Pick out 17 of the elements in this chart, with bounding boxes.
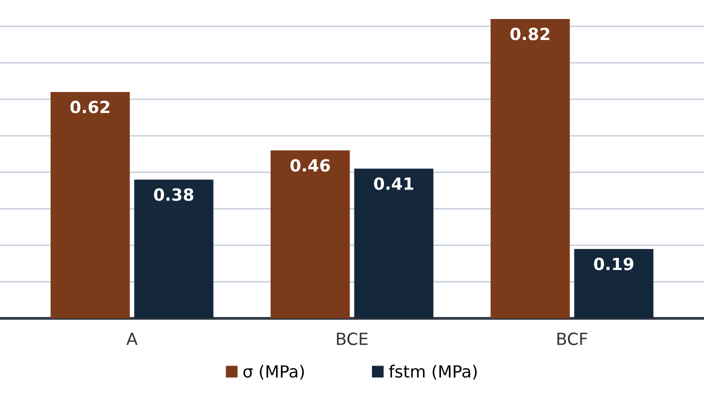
- bar: [574, 249, 654, 318]
- bar: [50, 92, 130, 318]
- legend-label: σ (MPa): [243, 364, 304, 380]
- data-label: 0.46: [290, 159, 330, 172]
- x-tick-label: A: [126, 332, 138, 345]
- data-label: 0.19: [594, 258, 634, 270]
- bar: [134, 180, 214, 318]
- data-label: 0.38: [154, 188, 194, 201]
- data-label: 0.62: [70, 100, 110, 114]
- data-label: 0.41: [374, 177, 414, 190]
- bar: [490, 19, 570, 318]
- x-tick-label: BCE: [336, 332, 368, 346]
- x-tick-label: BCF: [557, 332, 588, 346]
- bar: [270, 150, 350, 318]
- legend-label: fstm (MPa): [389, 364, 477, 380]
- data-label: 0.82: [510, 28, 550, 40]
- bar: [354, 168, 434, 318]
